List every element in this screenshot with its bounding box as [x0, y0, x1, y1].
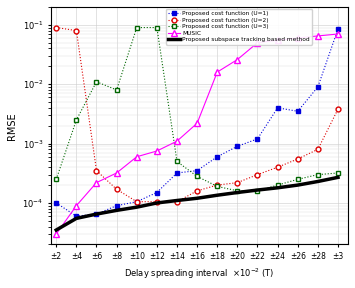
Proposed subspace tracking based method	[94, 212, 99, 216]
Proposed cost function (U=1)	[94, 212, 99, 216]
Proposed cost function (U=2)	[135, 200, 139, 203]
MUSIC	[336, 32, 340, 36]
Proposed cost function (U=2)	[316, 148, 320, 151]
Proposed cost function (U=3)	[54, 178, 58, 181]
Proposed cost function (U=1)	[175, 171, 179, 175]
Proposed cost function (U=1)	[135, 200, 139, 203]
Proposed cost function (U=2)	[215, 183, 219, 187]
Proposed cost function (U=1)	[195, 169, 199, 173]
Proposed cost function (U=1)	[235, 145, 240, 148]
Proposed cost function (U=3)	[215, 185, 219, 188]
Proposed cost function (U=3)	[155, 26, 159, 29]
Line: Proposed subspace tracking based method: Proposed subspace tracking based method	[56, 177, 338, 230]
Proposed cost function (U=2)	[296, 157, 300, 161]
Proposed cost function (U=3)	[316, 173, 320, 176]
Proposed subspace tracking based method	[296, 183, 300, 187]
Proposed subspace tracking based method	[195, 196, 199, 200]
Proposed cost function (U=1)	[275, 106, 280, 109]
Proposed cost function (U=3)	[195, 175, 199, 178]
Proposed cost function (U=1)	[54, 201, 58, 205]
Proposed cost function (U=2)	[255, 173, 260, 176]
Proposed cost function (U=3)	[275, 183, 280, 187]
Proposed subspace tracking based method	[255, 188, 260, 192]
Proposed cost function (U=1)	[155, 191, 159, 194]
Proposed subspace tracking based method	[155, 201, 159, 205]
Proposed cost function (U=2)	[155, 200, 159, 203]
MUSIC	[94, 181, 99, 184]
Proposed cost function (U=1)	[215, 155, 219, 158]
Proposed subspace tracking based method	[175, 199, 179, 202]
Proposed subspace tracking based method	[54, 228, 58, 232]
Proposed subspace tracking based method	[215, 194, 219, 197]
Proposed cost function (U=3)	[235, 189, 240, 193]
Proposed cost function (U=1)	[255, 137, 260, 141]
MUSIC	[135, 155, 139, 158]
MUSIC	[115, 171, 119, 175]
Proposed cost function (U=1)	[115, 204, 119, 207]
Proposed subspace tracking based method	[336, 176, 340, 179]
Proposed cost function (U=2)	[336, 107, 340, 111]
Line: Proposed cost function (U=2): Proposed cost function (U=2)	[54, 25, 340, 204]
Proposed cost function (U=1)	[74, 214, 78, 218]
MUSIC	[316, 34, 320, 38]
Proposed cost function (U=2)	[54, 26, 58, 29]
Proposed cost function (U=1)	[296, 109, 300, 113]
MUSIC	[235, 58, 240, 61]
Proposed subspace tracking based method	[115, 209, 119, 212]
Y-axis label: RMSE: RMSE	[7, 112, 17, 139]
MUSIC	[215, 70, 219, 74]
Proposed cost function (U=1)	[336, 27, 340, 31]
Proposed cost function (U=2)	[74, 29, 78, 32]
MUSIC	[54, 232, 58, 236]
Line: Proposed cost function (U=1): Proposed cost function (U=1)	[54, 26, 340, 219]
X-axis label: Delay spreading interval  $\times 10^{-2}$ (T): Delay spreading interval $\times 10^{-2}…	[124, 267, 275, 281]
Proposed subspace tracking based method	[235, 191, 240, 194]
MUSIC	[195, 122, 199, 125]
MUSIC	[275, 39, 280, 42]
MUSIC	[74, 204, 78, 207]
Proposed cost function (U=1)	[316, 85, 320, 89]
MUSIC	[296, 36, 300, 40]
Proposed cost function (U=2)	[115, 187, 119, 191]
Legend: Proposed cost function (U=1), Proposed cost function (U=2), Proposed cost functi: Proposed cost function (U=1), Proposed c…	[166, 9, 312, 45]
Proposed subspace tracking based method	[135, 205, 139, 209]
Proposed cost function (U=3)	[175, 160, 179, 163]
Proposed cost function (U=2)	[94, 169, 99, 173]
Proposed subspace tracking based method	[74, 217, 78, 220]
MUSIC	[155, 149, 159, 153]
MUSIC	[255, 41, 260, 44]
Proposed cost function (U=3)	[135, 26, 139, 29]
Proposed cost function (U=2)	[275, 166, 280, 169]
Proposed cost function (U=3)	[115, 88, 119, 92]
Proposed cost function (U=3)	[74, 118, 78, 122]
Proposed cost function (U=3)	[296, 178, 300, 181]
Proposed cost function (U=3)	[94, 80, 99, 84]
MUSIC	[175, 139, 179, 143]
Proposed cost function (U=3)	[336, 171, 340, 175]
Proposed cost function (U=2)	[175, 200, 179, 203]
Proposed subspace tracking based method	[316, 180, 320, 183]
Line: MUSIC: MUSIC	[54, 31, 341, 237]
Proposed cost function (U=3)	[255, 189, 260, 193]
Proposed subspace tracking based method	[275, 186, 280, 190]
Proposed cost function (U=2)	[195, 189, 199, 193]
Proposed cost function (U=2)	[235, 181, 240, 184]
Line: Proposed cost function (U=3): Proposed cost function (U=3)	[54, 25, 340, 193]
